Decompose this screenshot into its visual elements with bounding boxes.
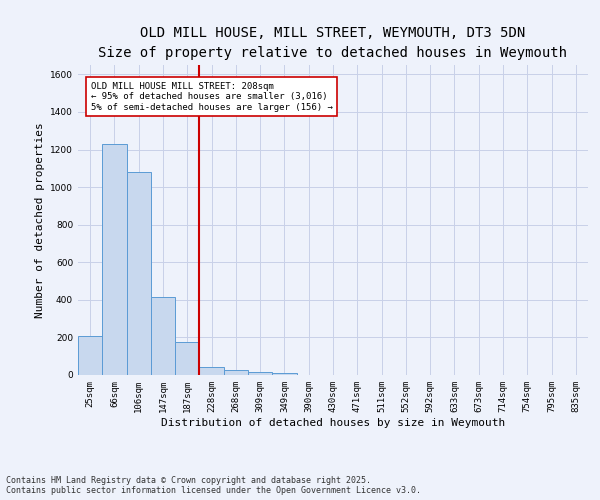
Text: OLD MILL HOUSE MILL STREET: 208sqm
← 95% of detached houses are smaller (3,016)
: OLD MILL HOUSE MILL STREET: 208sqm ← 95%… — [91, 82, 332, 112]
Y-axis label: Number of detached properties: Number of detached properties — [35, 122, 44, 318]
Bar — [78, 336, 102, 375]
Title: OLD MILL HOUSE, MILL STREET, WEYMOUTH, DT3 5DN
Size of property relative to deta: OLD MILL HOUSE, MILL STREET, WEYMOUTH, D… — [98, 26, 568, 60]
Bar — [199, 366, 224, 375]
Bar — [248, 372, 272, 375]
Bar — [175, 342, 199, 375]
X-axis label: Distribution of detached houses by size in Weymouth: Distribution of detached houses by size … — [161, 418, 505, 428]
Bar — [127, 172, 151, 375]
Bar — [102, 144, 127, 375]
Text: Contains HM Land Registry data © Crown copyright and database right 2025.
Contai: Contains HM Land Registry data © Crown c… — [6, 476, 421, 495]
Bar — [151, 297, 175, 375]
Bar — [272, 373, 296, 375]
Bar — [224, 370, 248, 375]
